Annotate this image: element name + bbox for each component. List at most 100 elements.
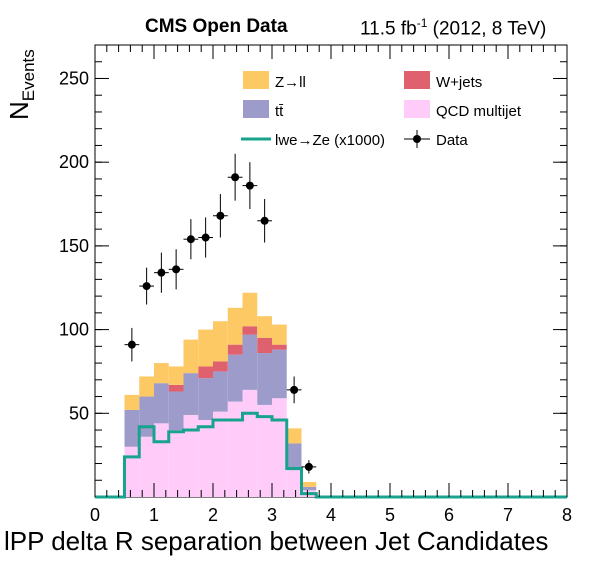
bar-ttbar [227,354,243,402]
data-points [124,153,317,474]
data-marker [260,216,269,225]
data-point [301,460,317,474]
bar-zll [168,366,184,385]
x-tick-label: 4 [326,505,336,525]
x-tick-label: 8 [562,505,572,525]
legend-swatch-wjets [404,71,430,89]
bar-qcd [213,411,228,497]
y-axis-label-sub: Events [19,49,39,102]
experiment-label: CMS Open Data [145,16,288,37]
bar-ttbar [139,396,154,437]
bar-qcd [227,401,243,497]
x-axis-label: lPP delta R separation between Jet Candi… [4,526,549,556]
y-tick-label: 200 [59,152,89,172]
bar-ttbar [272,349,287,399]
axes: 0 1 2 3 4 5 6 7 8 50 100 150 200 250 [59,45,572,525]
bar-ttbar [286,443,302,471]
bar-qcd [242,389,258,497]
bar-qcd [139,436,154,497]
data-point [257,199,272,243]
bar-ttbar [242,334,258,390]
data-marker [157,268,166,277]
data-point [286,376,302,404]
data-point [154,252,169,293]
data-point [168,249,184,290]
data-point [183,219,199,260]
bar-qcd [272,398,287,497]
legend-marks [241,71,430,148]
lumi-exponent: -1 [416,16,428,30]
bar-wjets [257,337,272,354]
luminosity-label: 11.5 fb-1 (2012, 8 TeV) [360,16,546,40]
data-point [213,193,228,238]
bar-ttbar [154,383,169,424]
data-marker [216,211,225,220]
x-tick-label: 7 [503,505,513,525]
x-tick-label: 0 [90,505,100,525]
x-tick-label: 5 [385,505,395,525]
bar-zll [242,292,258,327]
lumi-value: 11.5 fb [360,18,417,40]
bar-zll [272,324,287,345]
bar-qcd [286,470,302,497]
bar-zll [286,428,302,444]
legend-label-ttbar: tt̄ [275,103,284,120]
bar-qcd [154,423,169,497]
bar-qcd [257,404,272,497]
bar-ttbar [124,409,140,447]
signal-histogram [95,411,567,499]
bar-zll [124,394,140,410]
x-tick-label: 6 [444,505,454,525]
bar-wjets [213,361,228,372]
legend-swatch-zll [243,71,269,89]
data-marker [127,340,136,349]
data-point [124,327,140,362]
data-marker [304,462,313,471]
bar-zll [139,376,154,397]
bar-qcd [198,419,213,497]
bar-ttbar [257,353,272,405]
legend-swatch-data [413,135,421,143]
bar-wjets [242,326,258,335]
lumi-energy: (2012, 8 TeV) [427,18,547,40]
data-marker [231,173,240,182]
bar-qcd [183,414,199,497]
legend-label-data: Data [436,132,468,149]
legend-swatch-qcd [404,100,430,118]
signal-line [95,411,567,499]
x-tick-label: 2 [208,505,218,525]
data-marker [290,385,299,394]
data-point [227,153,243,201]
y-tick-label: 250 [59,68,89,88]
data-point [198,217,213,258]
legend-swatch-ttbar [243,100,269,118]
data-point [139,267,154,305]
x-tick-label: 3 [267,505,277,525]
y-tick-label: 100 [59,320,89,340]
y-axis-label: NEvents [4,49,39,120]
bar-ttbar [198,378,213,420]
bar-zll [227,307,243,345]
bar-zll [198,329,213,367]
bar-zll [301,481,317,487]
bar-zll [213,321,228,362]
data-point [242,162,258,210]
legend-label-qcd: QCD multijet [436,103,522,120]
data-marker [172,265,181,274]
y-tick-label: 50 [69,403,89,423]
bar-ttbar [213,371,228,412]
bar-qcd [124,446,140,497]
legend-label-signal: lwe→Ze (x1000) [275,132,386,149]
x-tick-label: 1 [149,505,159,525]
y-tick-label: 150 [59,236,89,256]
bar-zll [183,339,199,374]
bar-ttbar [168,391,184,431]
data-marker [142,282,151,291]
bar-wjets [272,344,287,350]
bar-qcd [168,430,184,497]
y-axis-label-main: N [4,101,34,120]
bar-wjets [198,366,213,379]
bar-ttbar [183,373,199,415]
bar-wjets [168,384,184,392]
